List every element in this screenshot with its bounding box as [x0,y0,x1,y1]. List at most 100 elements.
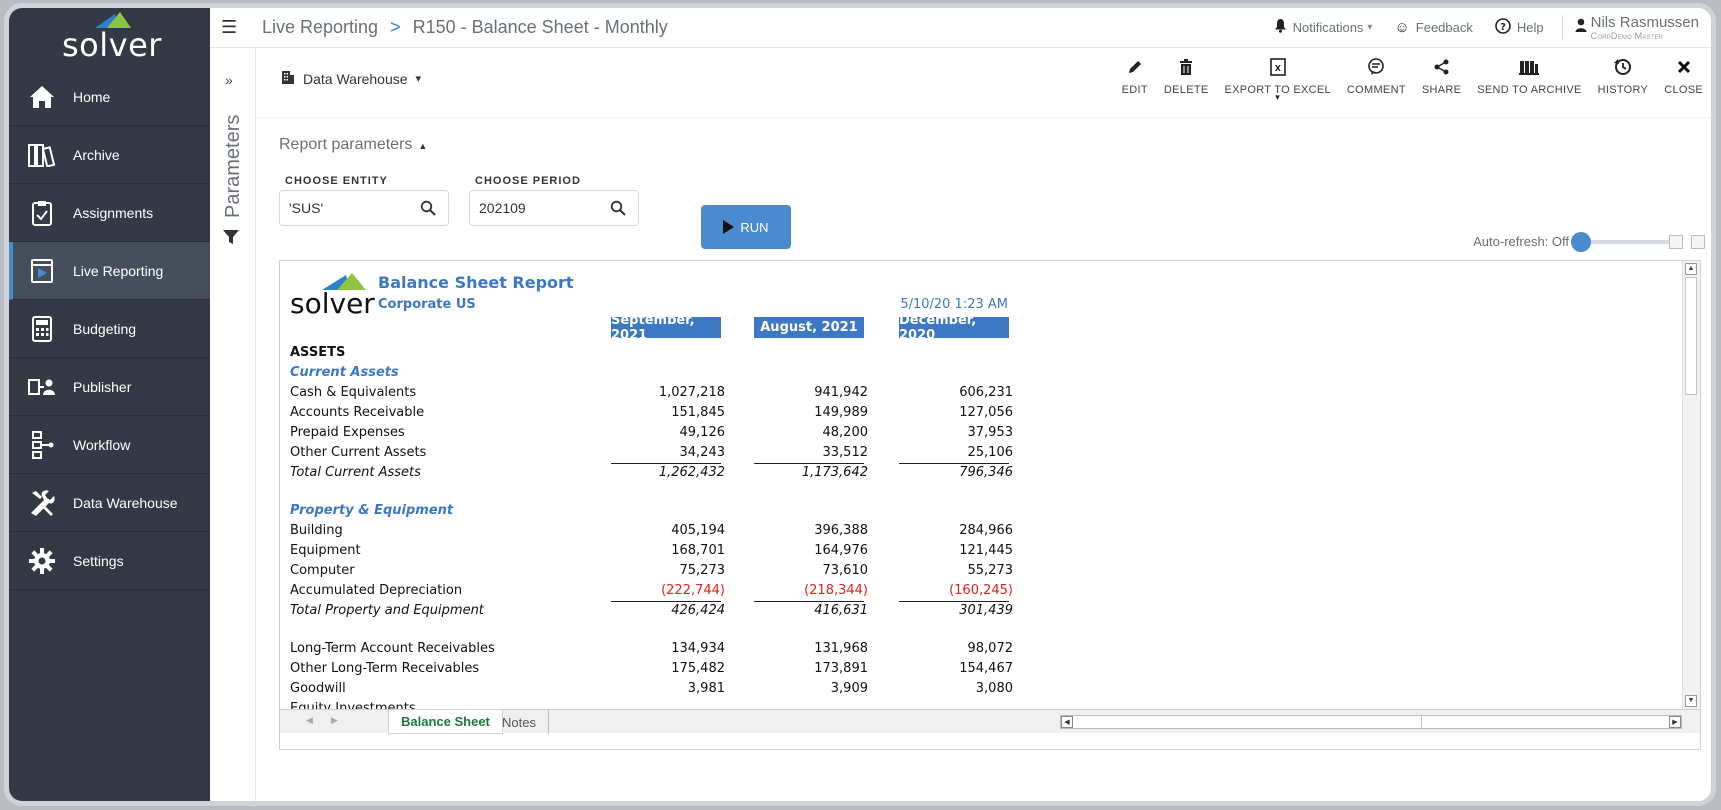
grid-icon[interactable] [1691,235,1705,249]
report-spreadsheet: solver Balance Sheet Report Corporate US… [279,260,1701,750]
report-parameters-title: Report parameters [279,136,413,153]
entity-field[interactable]: 'SUS' [279,190,449,226]
action-label: HISTORY [1597,84,1649,96]
row-value: 151,845 [671,405,725,420]
logo-text: solver [62,26,162,64]
report-row: Long-Term Account Receivables 134,934 131,… [290,639,1013,659]
search-icon[interactable] [610,200,626,219]
data-source-selector[interactable]: Data Warehouse ▾ [281,70,421,87]
sidebar-item-label: Home [73,88,111,105]
history-button[interactable]: HISTORY [1598,56,1649,96]
delete-button[interactable]: DELETE [1164,56,1209,96]
menu-icon[interactable]: ☰ [221,17,238,37]
slider-knob[interactable] [1571,231,1591,252]
user-name: Nils Rasmussen [1590,13,1699,31]
sidebar-item-publisher[interactable]: Publisher [9,358,210,416]
pencil-icon [1127,56,1143,78]
sidebar-item-archive[interactable]: Archive [9,126,210,184]
chevron-up-icon: ▲ [418,141,428,151]
scroll-up-icon[interactable]: ▲ [1685,263,1697,275]
row-value: 164,976 [814,543,868,558]
row-value: 37,953 [967,425,1014,440]
row-value: 25,106 [967,445,1014,460]
action-label: DELETE [1163,84,1209,96]
report-entity: Corporate US [378,297,476,312]
run-button[interactable]: RUN [701,205,791,249]
breadcrumb: Live Reporting > R150 - Balance Sheet - Mo… [262,17,668,38]
app-logo[interactable]: solver [9,8,210,68]
report-viewport[interactable]: solver Balance Sheet Report Corporate US… [280,261,1682,709]
building-icon [281,70,295,87]
scroll-right-icon[interactable]: ▶ [1669,716,1681,728]
svg-text:?: ? [1500,22,1506,33]
share-button[interactable]: SHARE [1422,56,1461,96]
report-parameters-header[interactable]: Report parameters ▲ [279,136,427,154]
row-value: 49,126 [679,425,726,440]
period-field[interactable]: 202109 [469,190,639,226]
scroll-down-icon[interactable]: ▼ [1685,695,1697,707]
report-section-heading: ASSETS [290,343,1010,363]
action-bar: EDIT DELETE X EXPORT TO EXCEL ▾ COMMENT SHARE S… [1106,56,1703,102]
row-label: Equity Investments [290,701,416,709]
sidebar-item-live-reporting[interactable]: Live Reporting [9,242,210,300]
scroll-left-icon[interactable]: ◀ [1061,716,1073,728]
row-value: 168,701 [671,543,725,558]
close-button[interactable]: CLOSE [1664,56,1703,96]
row-label: Accounts Receivable [290,405,425,420]
auto-refresh-slider[interactable] [1571,231,1675,252]
report-row: Accounts Receivable 151,845 149,989 127,056 [290,403,1013,423]
search-icon[interactable] [420,200,436,219]
tab-balance-sheet[interactable]: Balance Sheet [388,710,503,734]
sidebar-item-label: Publisher [73,378,132,395]
expand-view-icon[interactable] [1669,235,1683,249]
sidebar-item-workflow[interactable]: Workflow [9,416,210,474]
sidebar-item-data-warehouse[interactable]: Data Warehouse [9,474,210,532]
row-label: Equipment [290,543,361,558]
sidebar-item-home[interactable]: Home [9,68,210,126]
publisher-icon [27,372,57,402]
feedback-link[interactable]: ☺ Feedback [1394,19,1472,36]
row-value: 48,200 [822,425,869,440]
edit-button[interactable]: EDIT [1122,56,1148,96]
notifications-menu[interactable]: Notifications ▾ [1274,18,1372,37]
sidebar-item-assignments[interactable]: Assignments [9,184,210,242]
filter-icon[interactable] [223,230,239,249]
horizontal-scrollbar[interactable]: ◀ ▶ [1060,715,1682,729]
sidebar-item-settings[interactable]: Settings [9,532,210,590]
sidebar-item-budgeting[interactable]: Budgeting [9,300,210,358]
subtotal-underline [754,463,864,464]
report-row: Other Long-Term Receivables 175,482 173,89… [290,659,1013,679]
parameters-label[interactable]: Parameters [222,114,244,218]
report-row: Prepaid Expenses 49,126 48,200 37,953 [290,423,1014,443]
scroll-thumb[interactable] [1077,716,1422,728]
expand-icon[interactable]: » [225,72,233,88]
vertical-scrollbar[interactable]: ▲ ▼ [1682,261,1700,709]
send-to-archive-button[interactable]: SEND TO ARCHIVE [1477,56,1581,96]
row-value: 34,243 [679,445,726,460]
row-label: Total Current Assets [290,465,421,480]
excel-icon: X [1269,56,1286,78]
comment-button[interactable]: COMMENT [1347,56,1406,96]
row-label: Accumulated Depreciation [290,583,463,598]
report-row: Computer 75,273 73,610 55,273 [290,561,1013,581]
help-label: Help [1516,20,1544,35]
row-value: 796,346 [959,465,1013,480]
chevron-down-icon[interactable]: ▾ [1275,92,1281,102]
breadcrumb-item-live-reporting[interactable]: Live Reporting [262,17,379,37]
period-label: CHOOSE PERIOD [475,175,581,187]
user-role: CorpDemo Master [1590,30,1664,41]
export-to-excel-button[interactable]: X EXPORT TO EXCEL ▾ [1225,56,1331,102]
action-label: SHARE [1421,84,1462,96]
scroll-thumb[interactable] [1685,277,1697,395]
sidebar-item-label: Assignments [73,204,154,221]
help-link[interactable]: ? Help [1495,17,1544,38]
sidebar-item-label: Live Reporting [73,262,164,279]
auto-refresh-label: Auto-refresh: Off [1473,234,1569,249]
action-label: EDIT [1121,84,1148,96]
user-menu[interactable]: Nils Rasmussen CorpDemo Master [1575,13,1699,41]
report-row: Accumulated Depreciation (222,744) (218,34… [290,581,1013,601]
tab-notes[interactable]: Notes [490,710,549,734]
feedback-label: Feedback [1415,20,1473,35]
tab-nav-arrows[interactable]: ◀▶ [306,715,356,725]
bell-icon [1274,18,1287,37]
